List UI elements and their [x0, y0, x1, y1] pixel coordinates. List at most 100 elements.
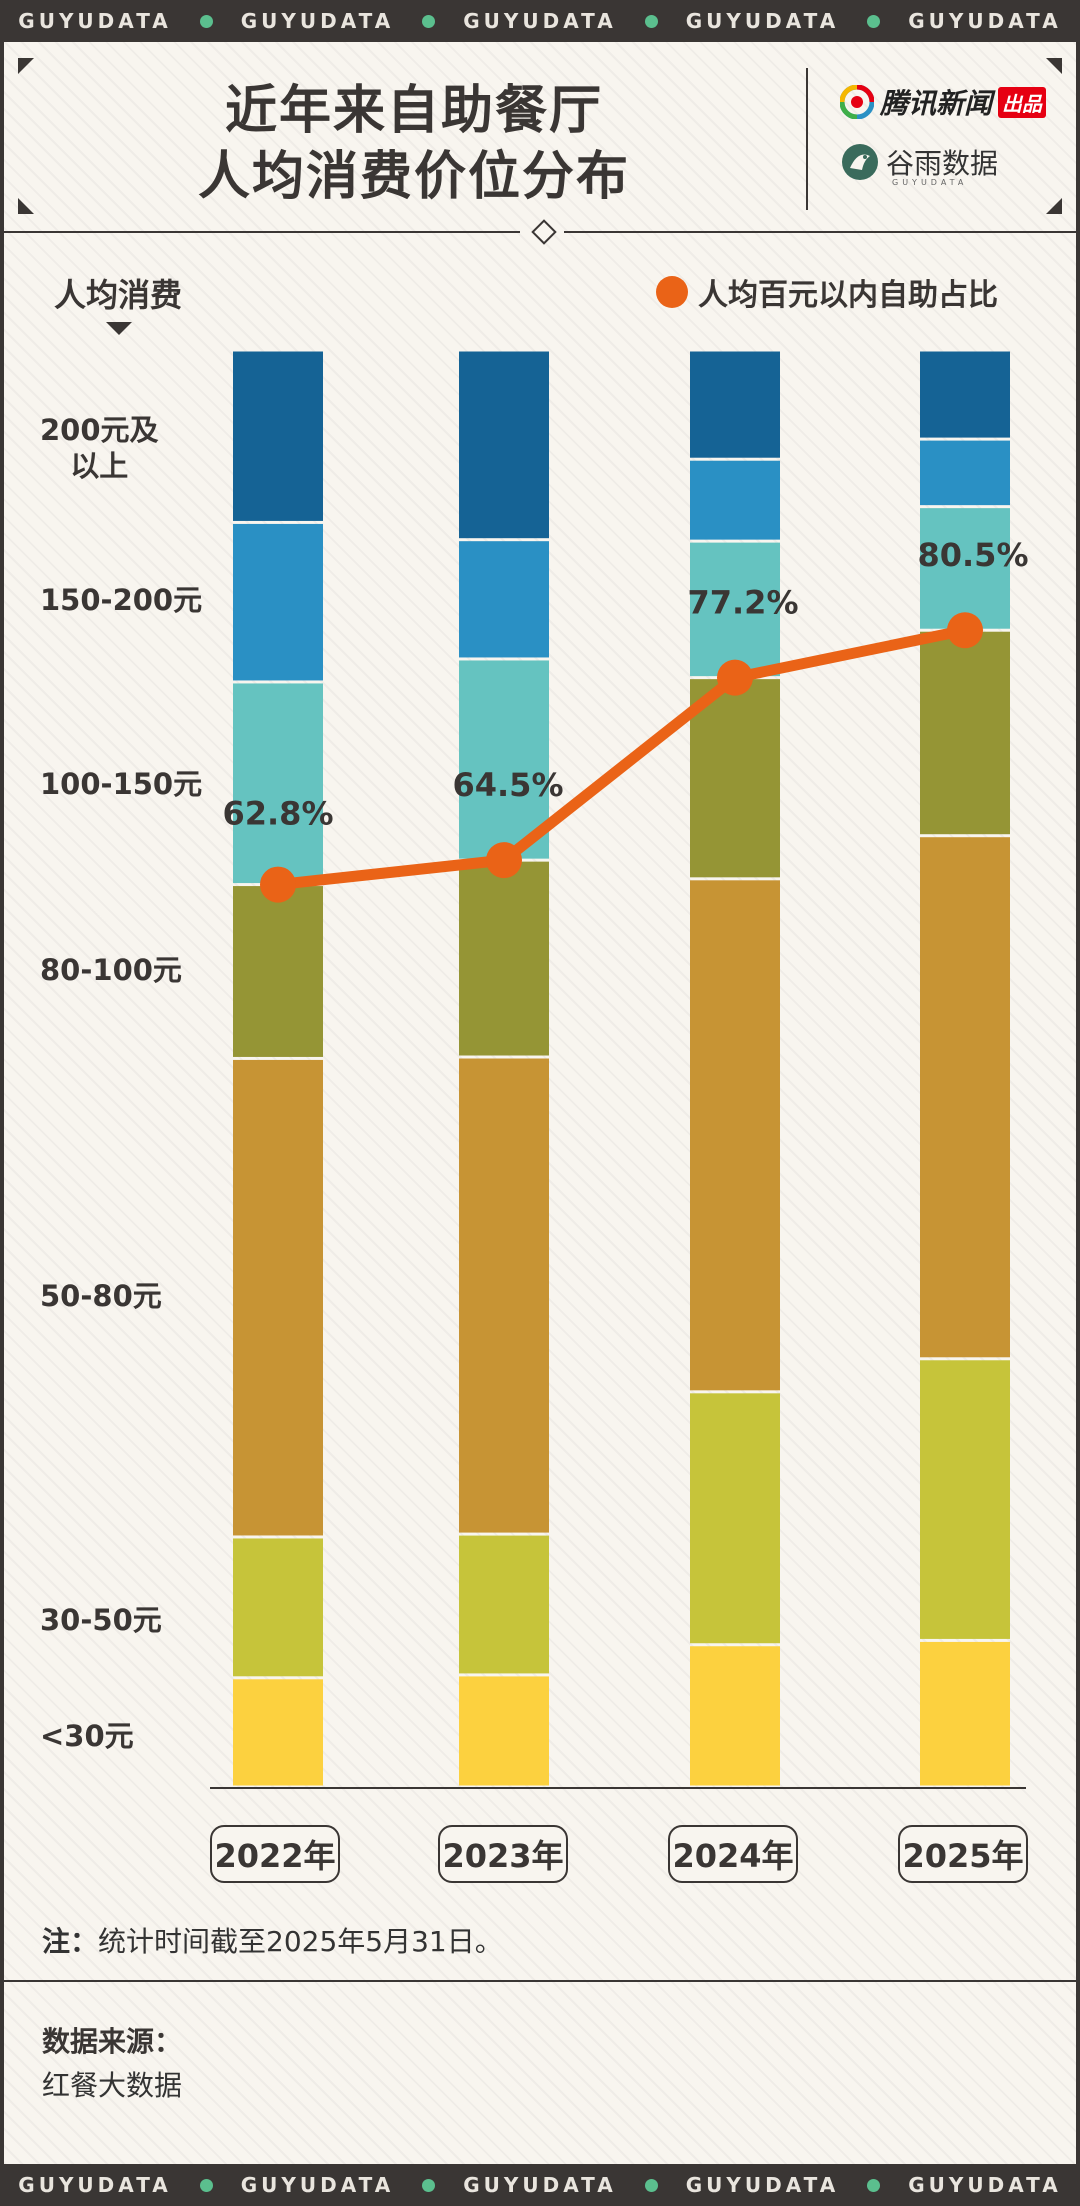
header-rule-right: [564, 231, 1076, 233]
stacked-bar-chart: 62.8% 64.5% 77.2% 80.5%: [210, 351, 1029, 1789]
category-label-under30: <30元: [40, 1719, 134, 1753]
bar-segment-2024年-150-200元: [690, 460, 780, 540]
category-label-200plus-line1: 200元及: [40, 413, 159, 447]
share-point-2024年: [717, 659, 753, 696]
band-dot-icon: [867, 2178, 881, 2192]
corner-tr: [1046, 58, 1062, 74]
band-dot-icon: [199, 2178, 213, 2192]
header-rule-left: [4, 231, 520, 233]
share-line: [272, 624, 971, 891]
share-point-2025年: [947, 612, 983, 649]
category-label-30-50: 30-50元: [40, 1603, 162, 1637]
category-label-150-200: 150-200元: [40, 583, 203, 617]
bar-segment-2023年-<30元: [459, 1676, 549, 1786]
legend-label: 人均百元以内自助占比: [698, 278, 998, 313]
band-dot-icon: [644, 2178, 658, 2192]
tencent-news-logo: 腾讯新闻 出品: [840, 82, 1047, 122]
bar-segment-2024年-80-100元: [690, 679, 780, 878]
footnote-prefix: 注：: [42, 1925, 99, 1958]
band-text: GUYUDATA: [240, 9, 395, 33]
category-label-200plus-line2: 以上: [70, 449, 129, 483]
bar-segment-2022年-200元及以上: [233, 351, 323, 521]
band-text: GUYUDATA: [240, 2173, 395, 2197]
bar-segment-2023年-30-50元: [459, 1535, 549, 1674]
bar-segment-2025年-100-150元: [920, 508, 1010, 629]
bar-segment-2022年-150-200元: [233, 523, 323, 681]
footnote: 注：统计时间截至2025年5月31日。: [42, 1920, 503, 1960]
share-label-2025年: 80.5%: [917, 536, 1028, 574]
tencent-bell-icon: [840, 85, 874, 119]
bar-segment-2024年-<30元: [690, 1646, 780, 1786]
guyu-data-logo: 谷雨数据: [840, 142, 998, 182]
source-title: 数据来源：: [42, 2025, 183, 2058]
guyu-sub-text: GUYUDATA: [892, 178, 968, 187]
band-dot-icon: [422, 2178, 436, 2192]
band-dot-icon: [644, 14, 658, 28]
bar-segment-2023年-150-200元: [459, 541, 549, 658]
band-text: GUYUDATA: [463, 2173, 617, 2197]
bar-segment-2023年-100-150元: [459, 660, 549, 859]
bar-segment-2025年-<30元: [920, 1641, 1010, 1786]
x-tick-2024: 2024年: [668, 1825, 798, 1883]
infographic-card: 近年来自助餐厅 人均消费价位分布 腾讯新闻 出品 谷雨数据 GUYUDATA 人…: [4, 42, 1076, 2164]
x-tick-2022: 2022年: [210, 1825, 340, 1883]
bar-segment-2024年-200元及以上: [690, 351, 780, 458]
source-text: 红餐大数据: [42, 2069, 183, 2102]
band-text: GUYUDATA: [685, 2173, 840, 2197]
share-point-2022年: [260, 866, 296, 903]
bar-segment-2025年-150-200元: [920, 440, 1010, 506]
bar-segment-2024年-30-50元: [690, 1393, 780, 1644]
band-text: GUYUDATA: [908, 9, 1062, 33]
bar-segment-2022年-80-100元: [233, 886, 323, 1057]
bar-segment-2025年-200元及以上: [920, 351, 1010, 438]
tencent-news-text: 腾讯新闻: [880, 87, 993, 120]
bar-segment-2023年-80-100元: [459, 861, 549, 1056]
footnote-text: 统计时间截至2025年5月31日。: [98, 1925, 503, 1958]
band-dot-icon: [199, 14, 213, 28]
band-text: GUYUDATA: [18, 2173, 172, 2197]
corner-tl: [18, 58, 34, 74]
bar-segment-2025年-50-80元: [920, 837, 1010, 1358]
bar-segment-2025年-80-100元: [920, 631, 1010, 835]
header-corners: [18, 58, 1062, 214]
corner-br: [1046, 198, 1062, 214]
guyu-bird-icon: [842, 144, 878, 180]
share-label-2022年: 62.8%: [222, 795, 333, 833]
bar-segment-2023年-50-80元: [459, 1058, 549, 1533]
bar-segment-2022年-50-80元: [233, 1059, 323, 1536]
band-text: GUYUDATA: [685, 9, 840, 33]
category-label-100-150: 100-150元: [40, 767, 203, 801]
band-dot-icon: [867, 14, 881, 28]
bottom-brand-band: GUYUDATA GUYUDATA GUYUDATA GUYUDATA GUYUDATA: [0, 2164, 1080, 2206]
y-axis-arrow-icon: [106, 322, 132, 335]
tencent-badge: 出品: [998, 86, 1047, 118]
share-label-2024年: 77.2%: [687, 584, 798, 622]
corner-bl: [18, 198, 34, 214]
chart-title-line2: 人均消费价位分布: [197, 147, 630, 207]
bar-segment-2024年-50-80元: [690, 880, 780, 1391]
bar-segment-2022年-<30元: [233, 1679, 323, 1786]
y-axis-title: 人均消费: [54, 276, 183, 314]
x-tick-2025: 2025年: [898, 1825, 1028, 1883]
share-point-2023年: [486, 842, 522, 879]
category-label-50-80: 50-80元: [40, 1279, 162, 1313]
guyu-data-text: 谷雨数据: [886, 147, 999, 180]
band-dot-icon: [422, 14, 436, 28]
band-text: GUYUDATA: [908, 2173, 1062, 2197]
x-tick-2023: 2023年: [438, 1825, 568, 1883]
category-label-200plus: 200元及 以上: [40, 412, 159, 484]
legend: 人均百元以内自助占比: [656, 270, 998, 314]
legend-marker: [656, 276, 688, 308]
share-label-2023年: 64.5%: [452, 766, 563, 804]
band-text: GUYUDATA: [18, 9, 172, 33]
bar-segment-2023年-200元及以上: [459, 351, 549, 539]
category-label-80-100: 80-100元: [40, 953, 182, 987]
bar-segment-2024年-100-150元: [690, 542, 780, 677]
top-brand-band: GUYUDATA GUYUDATA GUYUDATA GUYUDATA GUYUDATA: [0, 0, 1080, 42]
band-text: GUYUDATA: [463, 9, 617, 33]
bar-segment-2022年-100-150元: [233, 683, 323, 884]
source-divider: [4, 1980, 1076, 1982]
bar-segment-2022年-30-50元: [233, 1538, 323, 1677]
header-vertical-divider: [806, 68, 808, 210]
bar-segment-2025年-30-50元: [920, 1360, 1010, 1639]
